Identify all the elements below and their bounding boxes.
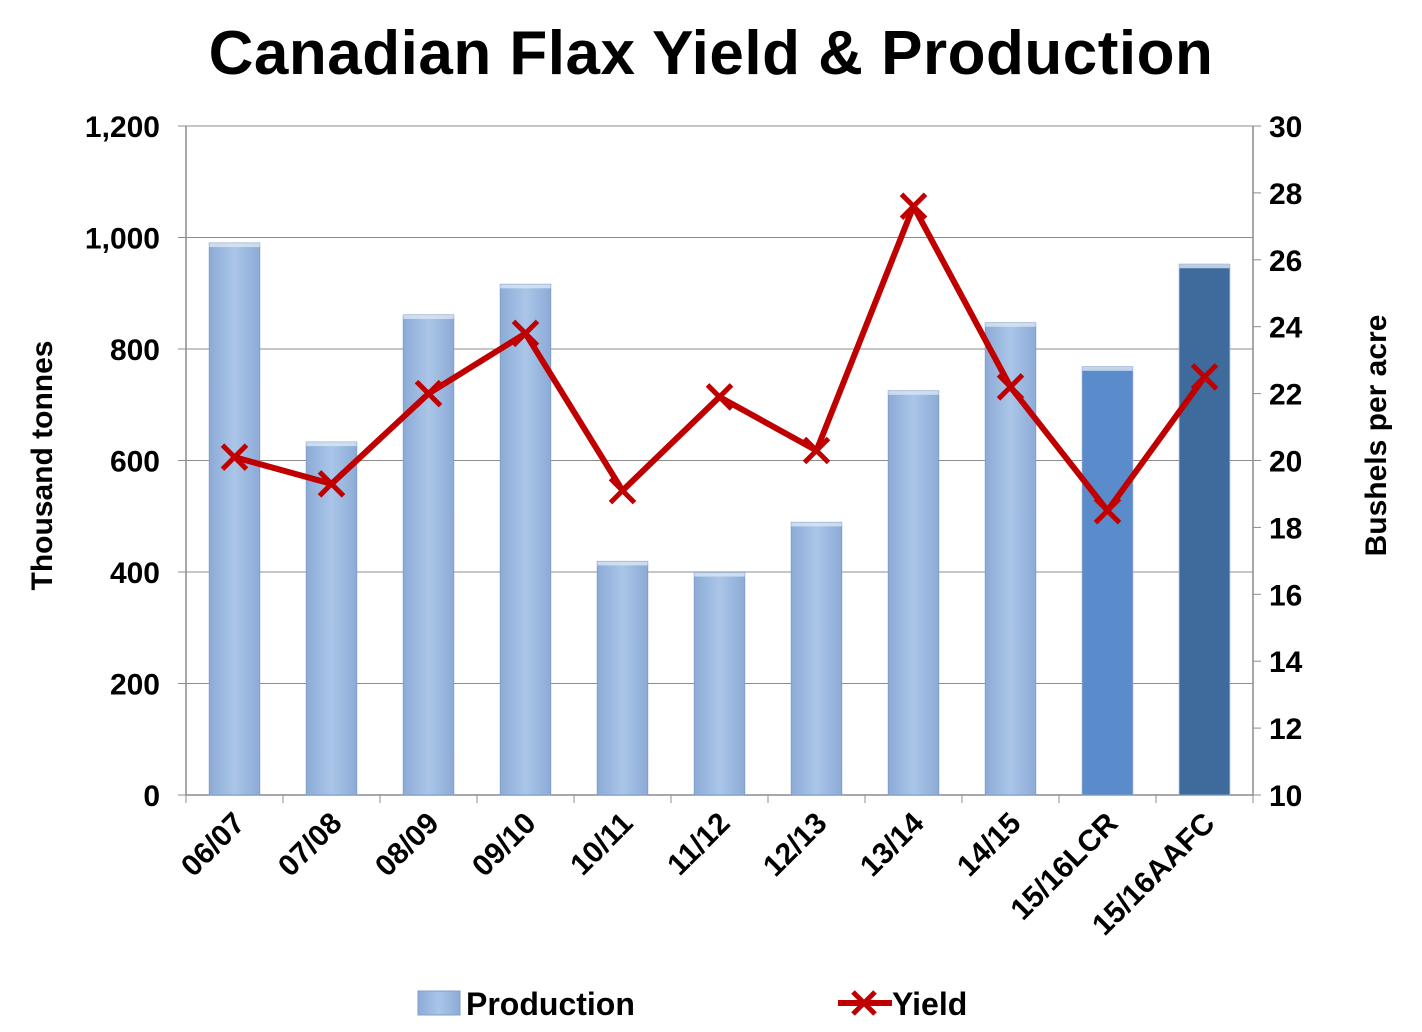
y-right-axis-title: Bushels per acre	[1360, 315, 1393, 557]
legend-swatch-production	[417, 990, 461, 1016]
yield-marker	[608, 476, 637, 505]
yield-marker	[317, 470, 346, 498]
yield-marker	[802, 436, 831, 465]
category-label: 08/09	[369, 807, 445, 883]
right-tick-label: 14	[1269, 646, 1303, 679]
yield-marker-stroke	[511, 319, 540, 348]
legend-swatch-yield-marker	[851, 990, 877, 1016]
yield-marker-stroke	[414, 379, 443, 408]
bar-top-highlight	[1179, 264, 1230, 269]
yield-marker-stroke	[1093, 496, 1122, 525]
yield-marker-stroke	[317, 470, 346, 498]
right-tick-label: 22	[1269, 379, 1302, 412]
yield-marker	[1093, 496, 1122, 525]
category-label: 12/13	[757, 807, 833, 883]
right-tick-label: 28	[1269, 178, 1302, 211]
yield-marker-stroke	[608, 476, 637, 505]
bar-production	[1081, 366, 1134, 796]
bar-production	[596, 560, 649, 796]
yield-marker	[705, 383, 734, 411]
left-tick-label: 600	[110, 446, 160, 479]
category-label: 11/12	[661, 807, 736, 882]
yield-marker	[1190, 363, 1219, 391]
bar-production	[790, 521, 843, 796]
legend-label-production: Production	[466, 986, 635, 1022]
bar-production	[499, 283, 552, 796]
right-tick-label: 18	[1269, 512, 1302, 545]
left-tick-label: 400	[110, 557, 160, 590]
chart-title: Canadian Flax Yield & Production	[208, 19, 1214, 88]
yield-marker	[220, 443, 249, 471]
legend: Production Yield	[417, 986, 967, 1022]
right-tick-label: 12	[1269, 713, 1302, 746]
right-tick-label: 20	[1269, 446, 1302, 479]
category-label: 10/11	[564, 807, 639, 882]
bar-production	[1178, 263, 1231, 796]
yield-marker-stroke	[1190, 363, 1219, 391]
yield-series-line	[233, 203, 1207, 514]
yield-marker	[899, 192, 928, 221]
right-tick-label: 10	[1269, 780, 1302, 813]
production-bars	[208, 242, 1231, 796]
yield-marker-stroke	[705, 383, 734, 411]
left-tick-label: 800	[110, 334, 160, 367]
category-label: 06/07	[175, 807, 251, 883]
y-left-axis-title: Thousand tonnes	[26, 341, 59, 591]
category-label: 07/08	[272, 807, 348, 883]
bar-production	[887, 390, 940, 796]
bar-production	[208, 242, 261, 796]
category-label: 09/10	[466, 807, 542, 883]
yield-marker-stroke	[220, 443, 249, 471]
bar-production	[402, 314, 455, 796]
bar-top-highlight	[985, 322, 1036, 327]
bar-top-highlight	[888, 390, 939, 395]
yield-marker-stroke	[996, 373, 1025, 401]
yield-marker	[996, 373, 1025, 401]
yield-marker-stroke	[802, 436, 831, 465]
bar-top-highlight	[597, 561, 648, 566]
bar-top-highlight	[306, 442, 357, 447]
left-tick-label: 200	[110, 669, 160, 702]
right-tick-label: 24	[1269, 312, 1303, 345]
left-tick-label: 1,000	[85, 223, 160, 256]
bar-production	[693, 572, 746, 796]
bar-production	[984, 322, 1037, 796]
bar-top-highlight	[1082, 366, 1133, 371]
bar-production	[305, 441, 358, 796]
left-tick-label: 0	[143, 780, 160, 813]
gridlines	[186, 125, 1253, 684]
bar-top-highlight	[500, 284, 551, 289]
right-tick-label: 30	[1269, 111, 1302, 144]
bar-top-highlight	[403, 314, 454, 319]
category-label: 14/15	[951, 807, 1027, 883]
yield-line	[220, 192, 1219, 525]
bar-top-highlight	[791, 522, 842, 527]
right-tick-label: 26	[1269, 245, 1302, 278]
bar-top-highlight	[209, 243, 260, 248]
yield-marker	[511, 319, 540, 348]
yield-marker-stroke	[899, 192, 928, 221]
legend-label-yield: Yield	[892, 986, 967, 1022]
right-tick-label: 16	[1269, 579, 1302, 612]
yield-marker	[414, 379, 443, 408]
left-tick-label: 1,200	[85, 111, 160, 144]
bar-top-highlight	[694, 572, 745, 577]
category-label: 13/14	[854, 806, 931, 883]
